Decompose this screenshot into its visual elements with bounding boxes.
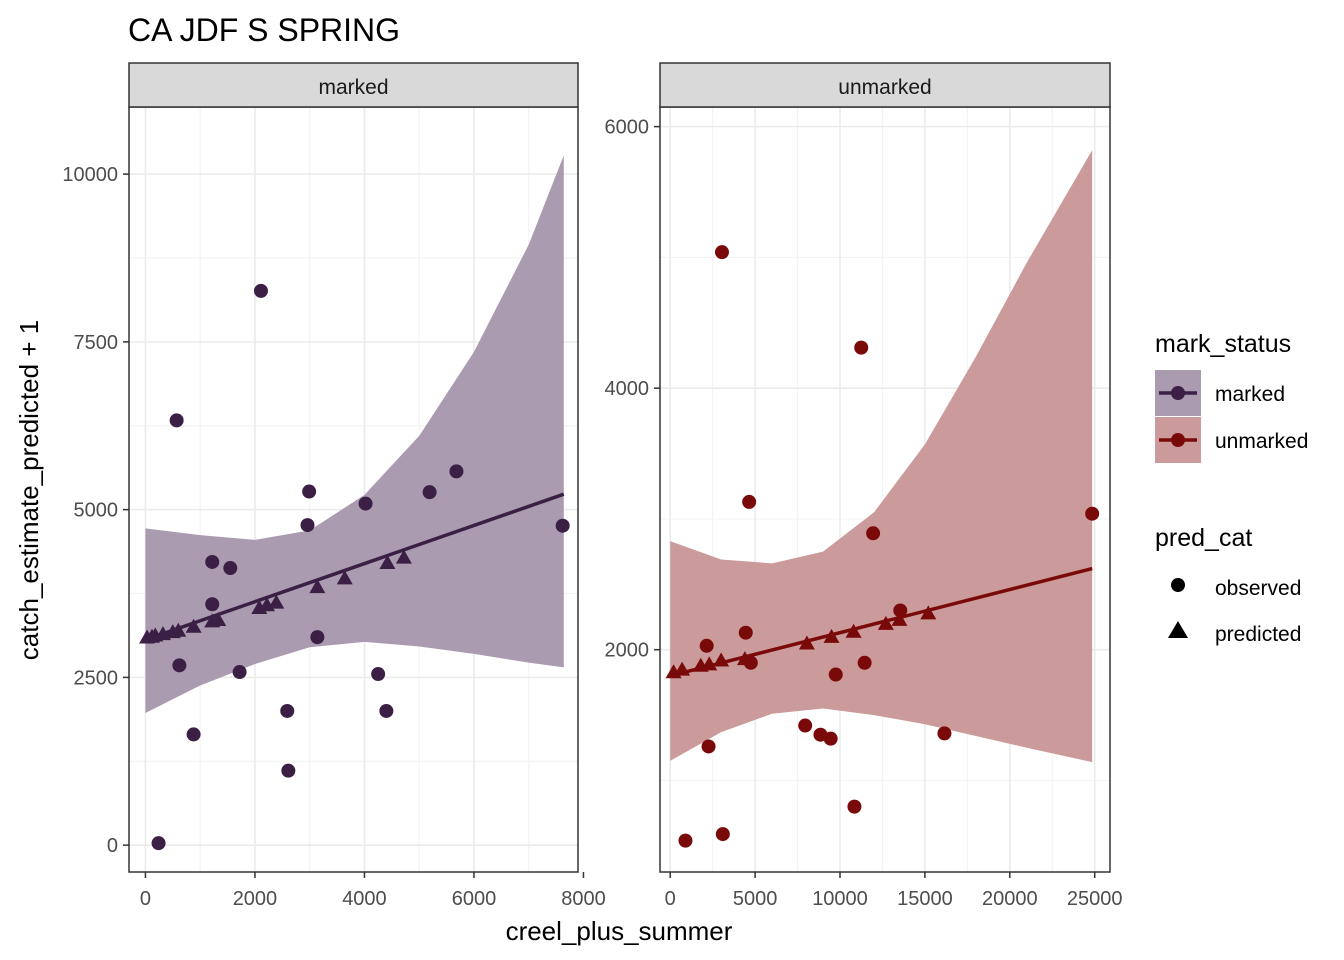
observed-point: [371, 667, 386, 682]
observed-point: [223, 561, 238, 576]
observed-point: [555, 518, 570, 533]
confidence-ribbon: [670, 150, 1093, 763]
y-tick-label: 10000: [62, 164, 118, 186]
x-tick-label: 25000: [1067, 888, 1123, 910]
predicted-point: [920, 605, 937, 620]
observed-point: [358, 496, 373, 511]
x-tick-label: 2000: [233, 888, 278, 910]
chart-title: CA JDF S SPRING: [128, 12, 400, 48]
x-tick-label: 10000: [812, 888, 868, 910]
observed-point: [828, 667, 843, 682]
x-tick-label: 15000: [897, 888, 953, 910]
observed-point: [1085, 506, 1100, 521]
x-tick-label: 0: [665, 888, 676, 910]
confidence-ribbon: [145, 155, 564, 713]
observed-point: [854, 340, 869, 355]
observed-point: [857, 655, 872, 670]
observed-point: [300, 518, 315, 533]
observed-point: [280, 703, 295, 718]
predicted-point: [309, 579, 326, 594]
observed-point: [169, 413, 184, 428]
facet-strip-label: marked: [318, 76, 388, 99]
facet-strip: [659, 62, 1111, 108]
observed-point: [253, 283, 268, 298]
x-tick-label: 8000: [561, 888, 606, 910]
observed-point: [205, 554, 220, 569]
legend: mark_status marked unmarked pred_cat obs…: [1155, 330, 1308, 646]
y-tick-label: 4000: [605, 378, 650, 400]
observed-point: [743, 655, 758, 670]
observed-point: [678, 833, 693, 848]
y-axis-label: catch_estimate_predicted + 1: [14, 320, 44, 660]
fit-line: [669, 566, 1093, 678]
predicted-point: [713, 652, 730, 667]
legend-label-unmarked: unmarked: [1215, 430, 1308, 453]
predicted-point: [877, 615, 894, 630]
legend-key-marked-point: [1171, 386, 1185, 400]
observed-point: [281, 763, 296, 778]
observed-point: [379, 703, 394, 718]
observed-point: [302, 484, 317, 499]
y-tick-label: 2500: [74, 667, 119, 689]
legend-mark-status-title: mark_status: [1155, 330, 1291, 358]
legend-pred-cat-title: pred_cat: [1155, 524, 1252, 552]
y-tick-label: 2000: [605, 640, 650, 662]
observed-point: [310, 630, 325, 645]
legend-key-unmarked-point: [1171, 433, 1185, 447]
y-tick-label: 5000: [74, 500, 119, 522]
predicted-point: [845, 623, 862, 638]
predicted-point: [210, 612, 227, 627]
observed-point: [151, 836, 166, 851]
x-tick-label: 0: [140, 888, 151, 910]
legend-label-predicted: predicted: [1215, 623, 1301, 646]
y-tick-label: 7500: [74, 332, 119, 354]
observed-point: [866, 526, 881, 541]
y-tick-label: 6000: [605, 117, 650, 139]
observed-point: [172, 658, 187, 673]
observed-point: [715, 827, 730, 842]
predicted-point: [185, 618, 202, 633]
observed-point: [422, 485, 437, 500]
predicted-point: [823, 628, 840, 643]
observed-point: [798, 718, 813, 733]
x-axis-label: creel_plus_summer: [506, 916, 733, 946]
observed-point: [714, 245, 729, 260]
observed-point: [699, 638, 714, 653]
observed-point: [186, 727, 201, 742]
predicted-point: [395, 549, 412, 564]
x-tick-label: 4000: [342, 888, 387, 910]
predicted-point: [170, 622, 187, 637]
predicted-point: [701, 656, 718, 671]
observed-point: [823, 731, 838, 746]
observed-point: [937, 726, 952, 741]
x-tick-label: 6000: [452, 888, 497, 910]
facet-strip-label: unmarked: [838, 76, 931, 99]
observed-point: [847, 799, 862, 814]
legend-label-observed: observed: [1215, 577, 1301, 600]
observed-point: [742, 494, 757, 509]
x-tick-label: 20000: [982, 888, 1038, 910]
observed-point: [701, 739, 716, 754]
observed-point: [232, 665, 247, 680]
x-tick-label: 5000: [733, 888, 778, 910]
legend-key-observed: [1171, 578, 1185, 592]
predicted-point: [336, 570, 353, 585]
predicted-point: [674, 661, 691, 676]
panel-unmarked: unmarked 0 5000 10000 15000 20000 25000 2000 400…: [605, 62, 1123, 910]
observed-point: [205, 597, 220, 612]
legend-label-marked: marked: [1215, 383, 1285, 406]
panel-marked: marked 0 2000 4000 6000 8000 0 2500 5000 7500 1000…: [62, 62, 606, 910]
fit-line: [144, 492, 565, 642]
legend-key-predicted: [1168, 621, 1188, 638]
observed-point: [738, 625, 753, 640]
facet-strip: [128, 62, 579, 108]
observed-point: [449, 464, 464, 479]
predicted-point: [891, 611, 908, 626]
y-tick-label: 0: [107, 835, 118, 857]
predicted-point: [268, 594, 285, 609]
predicted-point: [379, 554, 396, 569]
predicted-point: [798, 635, 815, 650]
observed-point: [893, 603, 908, 618]
